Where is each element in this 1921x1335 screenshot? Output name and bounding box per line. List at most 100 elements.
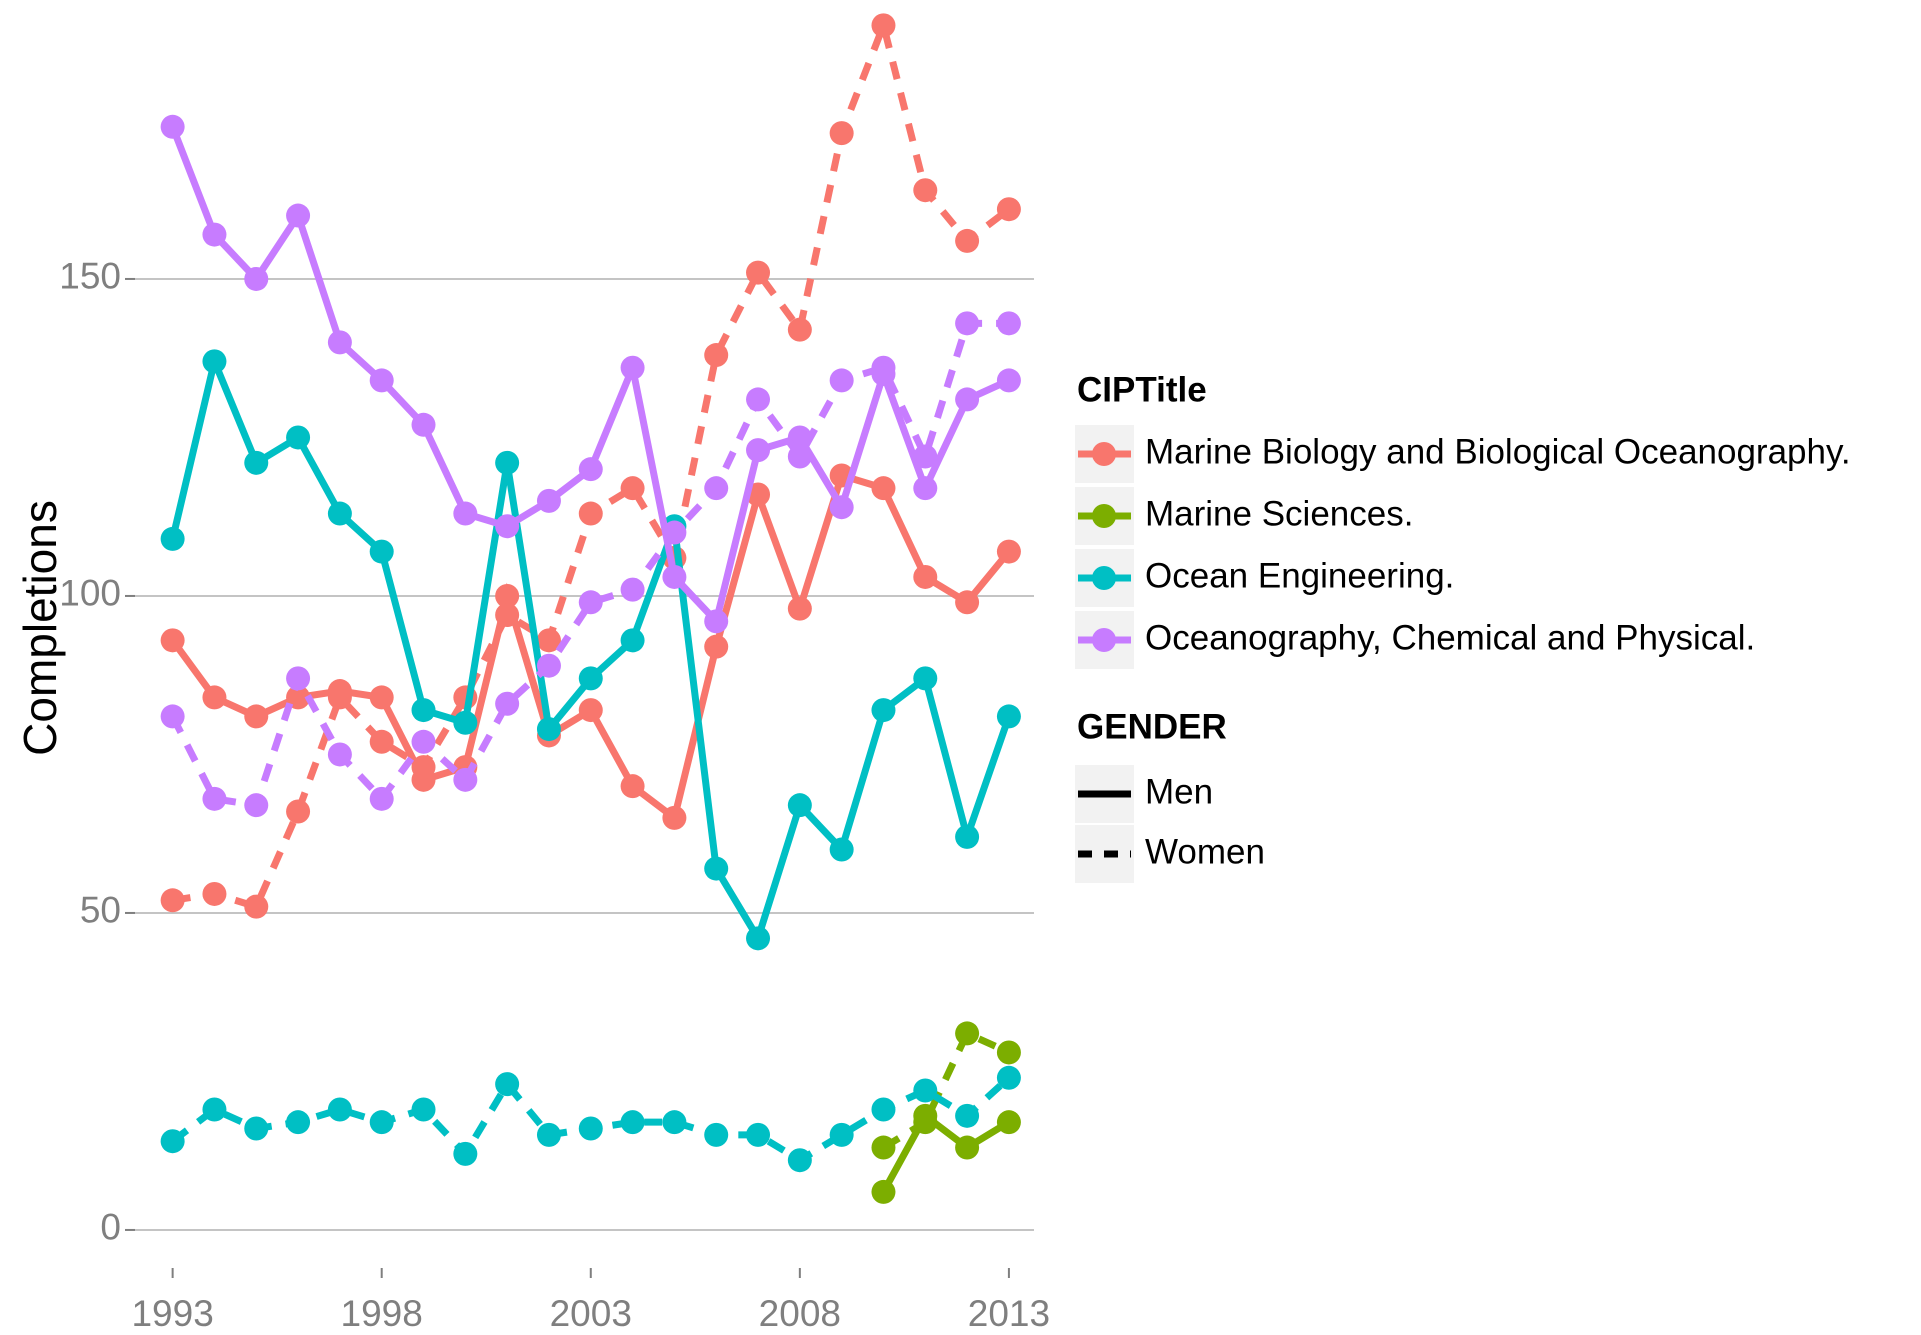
point	[202, 349, 227, 374]
point	[286, 685, 311, 710]
point	[787, 793, 812, 818]
point	[411, 698, 436, 723]
point	[620, 628, 645, 653]
legend-label: Marine Biology and Biological Oceanograp…	[1145, 432, 1851, 471]
x-tick-label: 2008	[759, 1293, 841, 1334]
point	[955, 824, 980, 849]
point	[578, 698, 603, 723]
y-tick-label: 150	[59, 256, 121, 297]
point	[955, 387, 980, 412]
y-tick-label: 0	[100, 1207, 121, 1248]
point	[620, 476, 645, 501]
point	[536, 628, 561, 653]
point	[829, 495, 854, 520]
point	[369, 685, 394, 710]
point	[495, 602, 520, 627]
legend-swatch	[1092, 504, 1116, 528]
point	[536, 653, 561, 678]
legend-title: CIPTitle	[1077, 370, 1207, 409]
point	[327, 330, 352, 355]
point	[913, 666, 938, 691]
point	[327, 742, 352, 767]
point	[955, 1103, 980, 1128]
point	[787, 317, 812, 342]
point	[411, 1097, 436, 1122]
point	[913, 444, 938, 469]
point	[369, 729, 394, 754]
point	[369, 1110, 394, 1135]
y-tick-label: 100	[59, 573, 121, 614]
x-tick-label: 2013	[968, 1293, 1050, 1334]
point	[578, 501, 603, 526]
point	[620, 577, 645, 602]
legend-label: Marine Sciences.	[1145, 494, 1413, 533]
point	[704, 634, 729, 659]
point	[955, 1135, 980, 1160]
point	[202, 222, 227, 247]
point	[453, 710, 478, 735]
legend-swatch	[1092, 442, 1116, 466]
legend-label: Ocean Engineering.	[1145, 556, 1454, 595]
legend-label: Men	[1145, 772, 1213, 811]
point	[244, 450, 269, 475]
point	[662, 1110, 687, 1135]
point	[453, 767, 478, 792]
point	[746, 1122, 771, 1147]
point	[746, 926, 771, 951]
point	[704, 343, 729, 368]
point	[160, 704, 185, 729]
point	[955, 228, 980, 253]
point	[160, 628, 185, 653]
point	[704, 856, 729, 881]
point	[244, 266, 269, 291]
point	[578, 457, 603, 482]
point	[160, 1129, 185, 1154]
point	[871, 355, 896, 380]
point	[662, 564, 687, 589]
legend-swatch	[1092, 566, 1116, 590]
point	[453, 501, 478, 526]
point	[787, 1148, 812, 1173]
point	[996, 539, 1021, 564]
point	[871, 1135, 896, 1160]
point	[746, 438, 771, 463]
legend-swatch	[1092, 628, 1116, 652]
point	[913, 564, 938, 589]
point	[202, 881, 227, 906]
point	[955, 311, 980, 336]
point	[620, 774, 645, 799]
point	[160, 888, 185, 913]
point	[160, 114, 185, 139]
point	[244, 894, 269, 919]
point	[244, 1116, 269, 1141]
point	[578, 666, 603, 691]
point	[704, 1122, 729, 1147]
point	[453, 1141, 478, 1166]
point	[327, 1097, 352, 1122]
point	[704, 476, 729, 501]
point	[578, 1116, 603, 1141]
point	[495, 450, 520, 475]
point	[202, 1097, 227, 1122]
point	[996, 197, 1021, 222]
x-tick-label: 1998	[341, 1293, 423, 1334]
point	[871, 13, 896, 38]
point	[787, 444, 812, 469]
point	[871, 1179, 896, 1204]
series-line	[169, 471, 1012, 824]
point	[411, 412, 436, 437]
point	[244, 704, 269, 729]
point	[829, 1122, 854, 1147]
legend-title: GENDER	[1077, 707, 1227, 746]
point	[286, 203, 311, 228]
x-tick-label: 1993	[131, 1293, 213, 1334]
point	[286, 1110, 311, 1135]
point	[536, 488, 561, 513]
point	[495, 514, 520, 539]
point	[996, 1040, 1021, 1065]
point	[286, 425, 311, 450]
point	[411, 755, 436, 780]
point	[871, 698, 896, 723]
point	[536, 717, 561, 742]
series-line	[880, 1110, 1011, 1194]
